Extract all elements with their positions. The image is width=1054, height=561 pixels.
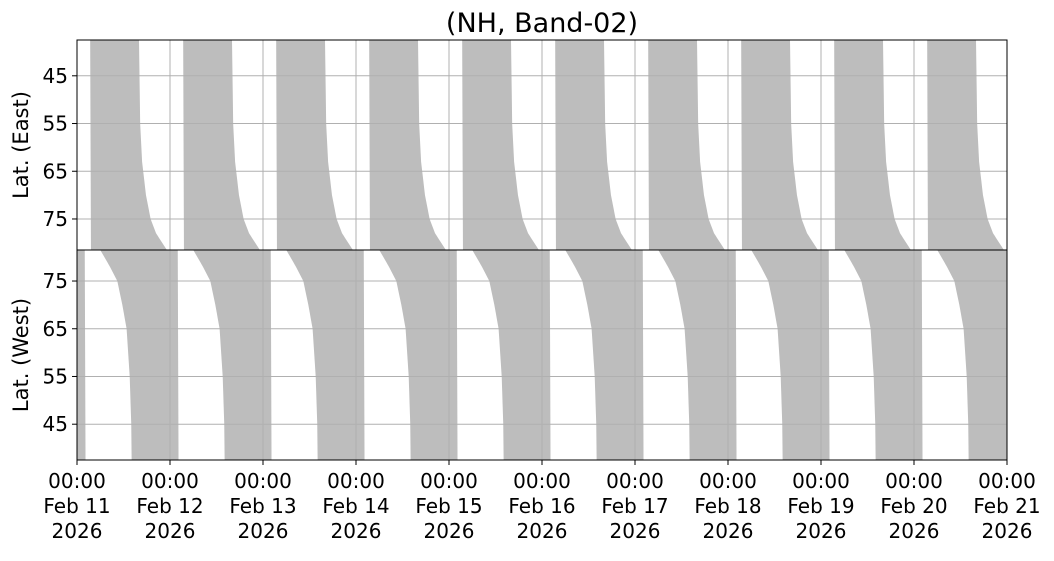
x-tick-label-year: 2026 bbox=[982, 519, 1033, 543]
y-tick-label: 55 bbox=[43, 364, 68, 388]
coverage-band-west bbox=[193, 250, 272, 460]
coverage-band-east bbox=[90, 40, 167, 250]
x-tick-label-time: 00:00 bbox=[978, 469, 1036, 493]
x-tick-label-year: 2026 bbox=[424, 519, 475, 543]
coverage-band-west bbox=[472, 250, 551, 460]
coverage-band-east bbox=[1020, 40, 1054, 250]
x-tick-label-date: Feb 14 bbox=[322, 494, 389, 518]
coverage-band-east bbox=[834, 40, 911, 250]
x-tick-label-date: Feb 13 bbox=[229, 494, 296, 518]
x-tick-label-year: 2026 bbox=[703, 519, 754, 543]
coverage-band-west bbox=[1030, 250, 1054, 460]
x-tick-label-time: 00:00 bbox=[699, 469, 757, 493]
x-tick-label-year: 2026 bbox=[796, 519, 847, 543]
coverage-band-east bbox=[648, 40, 725, 250]
x-tick-label-year: 2026 bbox=[52, 519, 103, 543]
x-tick-label-date: Feb 15 bbox=[415, 494, 482, 518]
x-tick-label-date: Feb 11 bbox=[43, 494, 110, 518]
coverage-band-east bbox=[741, 40, 818, 250]
x-tick-label-date: Feb 16 bbox=[508, 494, 575, 518]
coverage-band-west bbox=[379, 250, 458, 460]
chart-title: (NH, Band-02) bbox=[446, 8, 638, 39]
coverage-band-east bbox=[462, 40, 539, 250]
x-tick-label-year: 2026 bbox=[517, 519, 568, 543]
x-tick-label-time: 00:00 bbox=[420, 469, 478, 493]
x-tick-label-time: 00:00 bbox=[48, 469, 106, 493]
coverage-band-west bbox=[286, 250, 365, 460]
coverage-band-west bbox=[937, 250, 1007, 460]
coverage-band-west bbox=[844, 250, 923, 460]
x-tick-label-time: 00:00 bbox=[234, 469, 292, 493]
coverage-band-west bbox=[565, 250, 644, 460]
x-tick-label-year: 2026 bbox=[331, 519, 382, 543]
x-tick-label-year: 2026 bbox=[238, 519, 289, 543]
coverage-band-west bbox=[658, 250, 737, 460]
x-tick-label-time: 00:00 bbox=[327, 469, 385, 493]
x-tick-label-date: Feb 17 bbox=[601, 494, 668, 518]
x-tick-label-date: Feb 18 bbox=[694, 494, 761, 518]
x-tick-label-time: 00:00 bbox=[792, 469, 850, 493]
x-tick-label-year: 2026 bbox=[145, 519, 196, 543]
coverage-band-east bbox=[927, 40, 1004, 250]
x-tick-label-year: 2026 bbox=[889, 519, 940, 543]
y-tick-label: 55 bbox=[43, 112, 68, 136]
y-tick-label: 65 bbox=[43, 317, 68, 341]
x-tick-label-year: 2026 bbox=[610, 519, 661, 543]
coverage-band-east bbox=[369, 40, 446, 250]
y-tick-label: 65 bbox=[43, 159, 68, 183]
x-tick-label-time: 00:00 bbox=[513, 469, 571, 493]
y-label-west: Lat. (West) bbox=[9, 298, 33, 412]
y-tick-label: 75 bbox=[43, 269, 68, 293]
y-label-east: Lat. (East) bbox=[9, 91, 33, 199]
coverage-band-east bbox=[555, 40, 632, 250]
panel-west-bands bbox=[77, 250, 1054, 460]
coverage-band-east bbox=[183, 40, 260, 250]
y-tick-label: 45 bbox=[43, 412, 68, 436]
y-tick-label: 45 bbox=[43, 64, 68, 88]
coverage-band-west bbox=[100, 250, 179, 460]
x-tick-label-date: Feb 20 bbox=[880, 494, 947, 518]
coverage-band-west bbox=[751, 250, 830, 460]
x-tick-label-date: Feb 12 bbox=[136, 494, 203, 518]
x-tick-label-date: Feb 19 bbox=[787, 494, 854, 518]
x-tick-label-time: 00:00 bbox=[141, 469, 199, 493]
panel-east-bands bbox=[90, 40, 1054, 250]
coverage-bands bbox=[77, 40, 1054, 460]
coverage-band-west bbox=[77, 250, 86, 460]
x-tick-label-date: Feb 21 bbox=[973, 494, 1040, 518]
coverage-band-east bbox=[276, 40, 353, 250]
x-tick-label-time: 00:00 bbox=[606, 469, 664, 493]
y-tick-label: 75 bbox=[43, 207, 68, 231]
x-tick-label-time: 00:00 bbox=[885, 469, 943, 493]
